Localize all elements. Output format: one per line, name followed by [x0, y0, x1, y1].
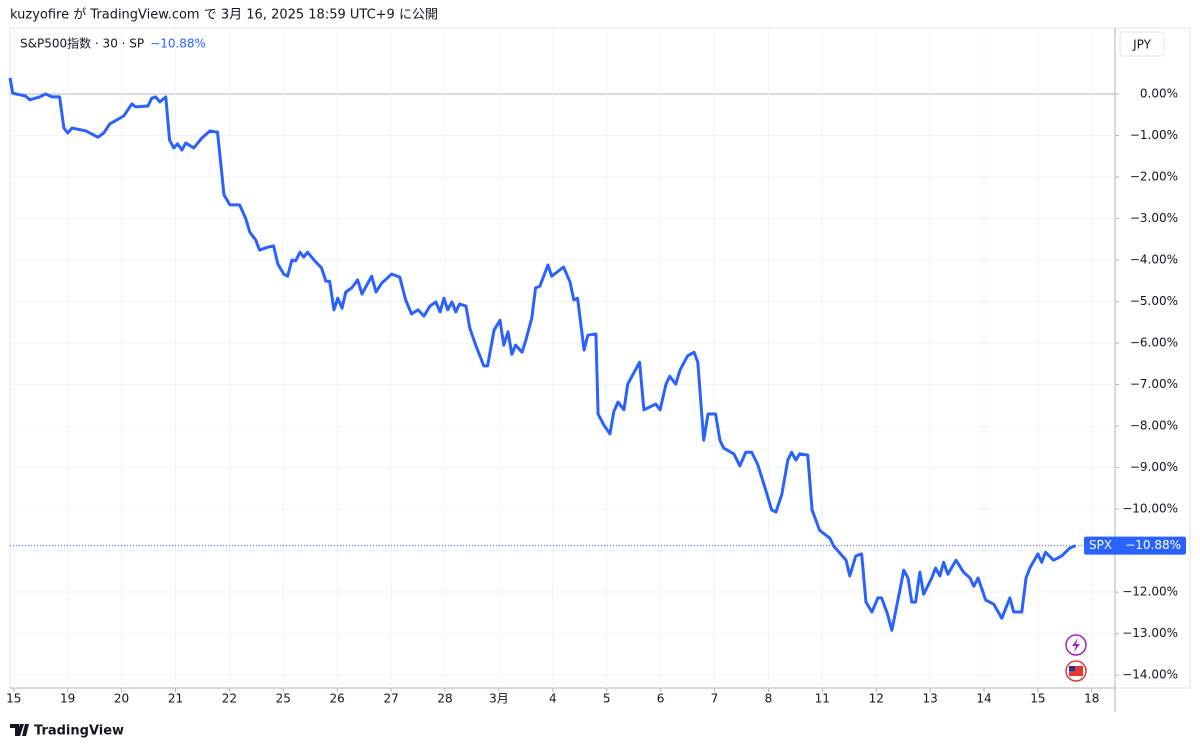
price-badge-value: −10.88%: [1125, 538, 1181, 552]
price-line: [8, 77, 1077, 632]
x-tick-label: 15: [1030, 692, 1045, 706]
x-tick-label: 6: [657, 692, 665, 706]
brand-logo: [10, 724, 29, 736]
x-tick-label: 7: [711, 692, 719, 706]
price-badge: [1084, 536, 1186, 555]
event-icon-glyph: [1072, 638, 1080, 652]
legend: S&P500指数 · 30 · SP: [20, 36, 144, 51]
y-tick-label: −13.00%: [1122, 626, 1178, 640]
x-tick-label: 26: [330, 692, 345, 706]
y-tick-label: −9.00%: [1130, 460, 1178, 474]
grid: [10, 28, 1115, 688]
currency[interactable]: JPY: [1132, 38, 1152, 52]
x-tick-label: 25: [276, 692, 291, 706]
x-tick-label: 20: [114, 692, 129, 706]
price-badge-symbol: SPX: [1089, 538, 1112, 552]
x-tick-label: 5: [603, 692, 611, 706]
x-tick-label: 3月: [489, 692, 509, 706]
y-tick-label: −12.00%: [1122, 585, 1178, 599]
event-icons: [1065, 634, 1087, 682]
x-tick-label: 12: [869, 692, 884, 706]
x-tick-label: 19: [60, 692, 75, 706]
y-tick-label: −14.00%: [1122, 668, 1178, 682]
legend-change: −10.88%: [150, 37, 206, 51]
plot: SPX −10.88%: [8, 77, 1186, 632]
x-tick-label: 18: [1084, 692, 1099, 706]
event-icon-glyph: [1069, 666, 1083, 676]
y-tick-label: −10.00%: [1122, 502, 1178, 516]
x-tick-label: 13: [922, 692, 937, 706]
y-tick-label: −7.00%: [1130, 377, 1178, 391]
y-tick-label: −4.00%: [1130, 253, 1178, 267]
header: kuzyofire が TradingView.com で 3月 16, 202…: [10, 8, 438, 23]
currency-button[interactable]: [1119, 31, 1165, 57]
x-tick-label: 4: [549, 692, 557, 706]
x-tick-label: 21: [168, 692, 183, 706]
x-tick-label: 15: [6, 692, 21, 706]
y-tick-label: −8.00%: [1130, 419, 1178, 433]
y-tick-label: −5.00%: [1130, 294, 1178, 308]
x-tick-label: 11: [815, 692, 830, 706]
brand: TradingView: [10, 724, 124, 739]
y-tick-label: 0.00%: [1140, 87, 1178, 101]
x-tick-label: 8: [765, 692, 773, 706]
x-tick-label: 27: [383, 692, 398, 706]
brand-name: TradingView: [34, 724, 124, 739]
y-tick-label: −2.00%: [1130, 170, 1178, 184]
event-icon-glyph: [1069, 666, 1075, 671]
x-tick-label: 14: [976, 692, 991, 706]
y-tick-label: −3.00%: [1130, 211, 1178, 225]
y-tick-label: −6.00%: [1130, 336, 1178, 350]
y-tick-label: −1.00%: [1130, 128, 1178, 142]
x-tick-label: 22: [222, 692, 237, 706]
x-tick-label: 28: [437, 692, 452, 706]
